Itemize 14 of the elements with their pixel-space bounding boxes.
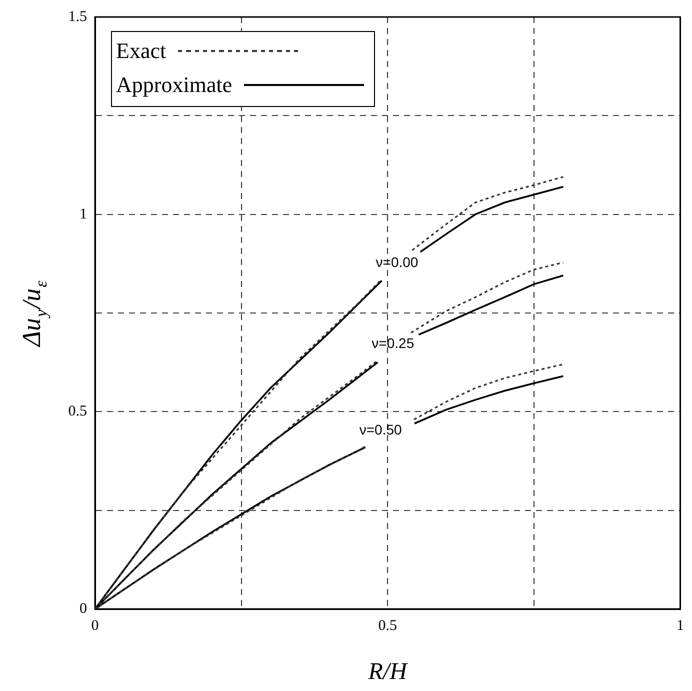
annotation: ν=0.00 (376, 254, 418, 270)
legend-label: Exact (116, 38, 166, 64)
y-axis-title: Δuy/uε (17, 280, 50, 348)
y-tick-label: 0 (80, 600, 87, 617)
x-tick-label: 0.5 (378, 618, 397, 634)
y-tick-label: 1 (80, 206, 87, 222)
x-tick-label: 1 (676, 618, 684, 634)
y-tick-label: 1.5 (68, 8, 87, 25)
annotation: ν=0.25 (372, 335, 414, 352)
annotation: ν=0.50 (359, 421, 402, 438)
text: Approximate (116, 72, 232, 98)
x-axis-title: R/H (367, 659, 409, 685)
y-tick-label: 0.5 (68, 404, 87, 420)
x-tick-label: 0 (91, 618, 99, 634)
